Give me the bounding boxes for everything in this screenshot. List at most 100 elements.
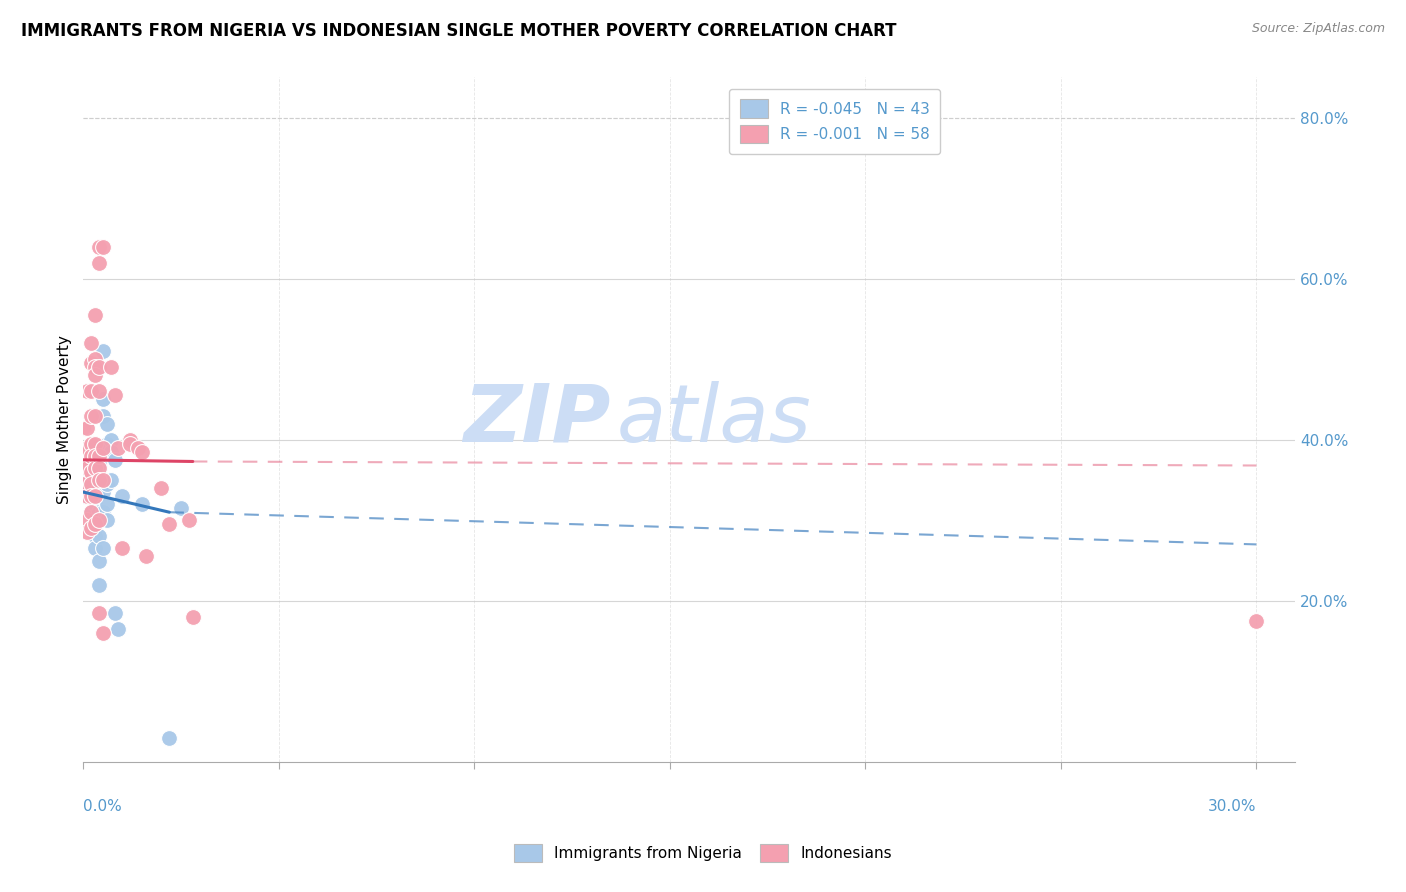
Text: ZIP: ZIP bbox=[463, 381, 610, 458]
Point bbox=[131, 445, 153, 459]
Point bbox=[84, 473, 107, 487]
Point bbox=[84, 368, 107, 383]
Point bbox=[80, 477, 103, 491]
Point bbox=[80, 356, 103, 370]
Point bbox=[80, 489, 103, 503]
Text: IMMIGRANTS FROM NIGERIA VS INDONESIAN SINGLE MOTHER POVERTY CORRELATION CHART: IMMIGRANTS FROM NIGERIA VS INDONESIAN SI… bbox=[21, 22, 897, 40]
Point bbox=[100, 445, 122, 459]
Point bbox=[100, 433, 122, 447]
Point bbox=[76, 457, 98, 471]
Point bbox=[80, 449, 103, 463]
Point bbox=[84, 449, 107, 463]
Point bbox=[84, 489, 107, 503]
Point bbox=[80, 485, 103, 500]
Point bbox=[76, 513, 98, 527]
Point bbox=[80, 436, 103, 450]
Point bbox=[91, 485, 114, 500]
Point bbox=[80, 336, 103, 351]
Point bbox=[87, 461, 110, 475]
Point bbox=[80, 521, 103, 535]
Point bbox=[76, 457, 98, 471]
Point bbox=[84, 308, 107, 322]
Point bbox=[76, 461, 98, 475]
Point bbox=[87, 457, 110, 471]
Point bbox=[76, 384, 98, 399]
Point bbox=[91, 626, 114, 640]
Point bbox=[96, 497, 118, 511]
Text: atlas: atlas bbox=[617, 381, 811, 458]
Point bbox=[87, 239, 110, 253]
Point bbox=[87, 505, 110, 519]
Point bbox=[84, 517, 107, 532]
Point bbox=[96, 477, 118, 491]
Point bbox=[87, 513, 110, 527]
Point bbox=[91, 441, 114, 455]
Point bbox=[107, 441, 129, 455]
Point bbox=[91, 344, 114, 359]
Point bbox=[72, 420, 94, 434]
Legend: Immigrants from Nigeria, Indonesians: Immigrants from Nigeria, Indonesians bbox=[508, 838, 898, 868]
Point bbox=[131, 497, 153, 511]
Point bbox=[96, 436, 118, 450]
Point bbox=[80, 505, 103, 519]
Point bbox=[87, 529, 110, 543]
Point bbox=[76, 469, 98, 483]
Point bbox=[96, 513, 118, 527]
Point bbox=[80, 477, 103, 491]
Point bbox=[157, 731, 180, 745]
Point bbox=[80, 505, 103, 519]
Point bbox=[76, 489, 98, 503]
Point bbox=[103, 388, 125, 402]
Point bbox=[84, 409, 107, 423]
Point bbox=[181, 610, 204, 624]
Point bbox=[103, 606, 125, 620]
Point bbox=[127, 441, 149, 455]
Point bbox=[72, 477, 94, 491]
Point bbox=[76, 481, 98, 495]
Point bbox=[87, 577, 110, 591]
Point bbox=[87, 473, 110, 487]
Point bbox=[84, 360, 107, 375]
Point bbox=[177, 513, 200, 527]
Point bbox=[87, 481, 110, 495]
Point bbox=[87, 449, 110, 463]
Point bbox=[84, 461, 107, 475]
Point bbox=[111, 489, 134, 503]
Text: 30.0%: 30.0% bbox=[1208, 799, 1257, 814]
Point bbox=[87, 255, 110, 269]
Point bbox=[96, 417, 118, 431]
Point bbox=[87, 360, 110, 375]
Point bbox=[76, 441, 98, 455]
Point bbox=[80, 409, 103, 423]
Text: 0.0%: 0.0% bbox=[83, 799, 122, 814]
Point bbox=[76, 420, 98, 434]
Point bbox=[91, 392, 114, 407]
Point bbox=[84, 497, 107, 511]
Point bbox=[87, 384, 110, 399]
Point bbox=[87, 473, 110, 487]
Point bbox=[80, 465, 103, 479]
Point bbox=[91, 409, 114, 423]
Point bbox=[157, 517, 180, 532]
Point bbox=[84, 529, 107, 543]
Point bbox=[91, 541, 114, 556]
Point bbox=[150, 481, 173, 495]
Text: Source: ZipAtlas.com: Source: ZipAtlas.com bbox=[1251, 22, 1385, 36]
Point bbox=[84, 352, 107, 367]
Point bbox=[111, 541, 134, 556]
Point bbox=[84, 489, 107, 503]
Point bbox=[100, 473, 122, 487]
Point bbox=[103, 453, 125, 467]
Point bbox=[80, 465, 103, 479]
Point bbox=[87, 553, 110, 567]
Point bbox=[84, 441, 107, 455]
Point bbox=[135, 549, 157, 564]
Point bbox=[91, 473, 114, 487]
Point bbox=[84, 436, 107, 450]
Y-axis label: Single Mother Poverty: Single Mother Poverty bbox=[58, 335, 72, 504]
Point bbox=[72, 489, 94, 503]
Point bbox=[80, 384, 103, 399]
Point bbox=[91, 505, 114, 519]
Point bbox=[91, 441, 114, 455]
Point bbox=[84, 541, 107, 556]
